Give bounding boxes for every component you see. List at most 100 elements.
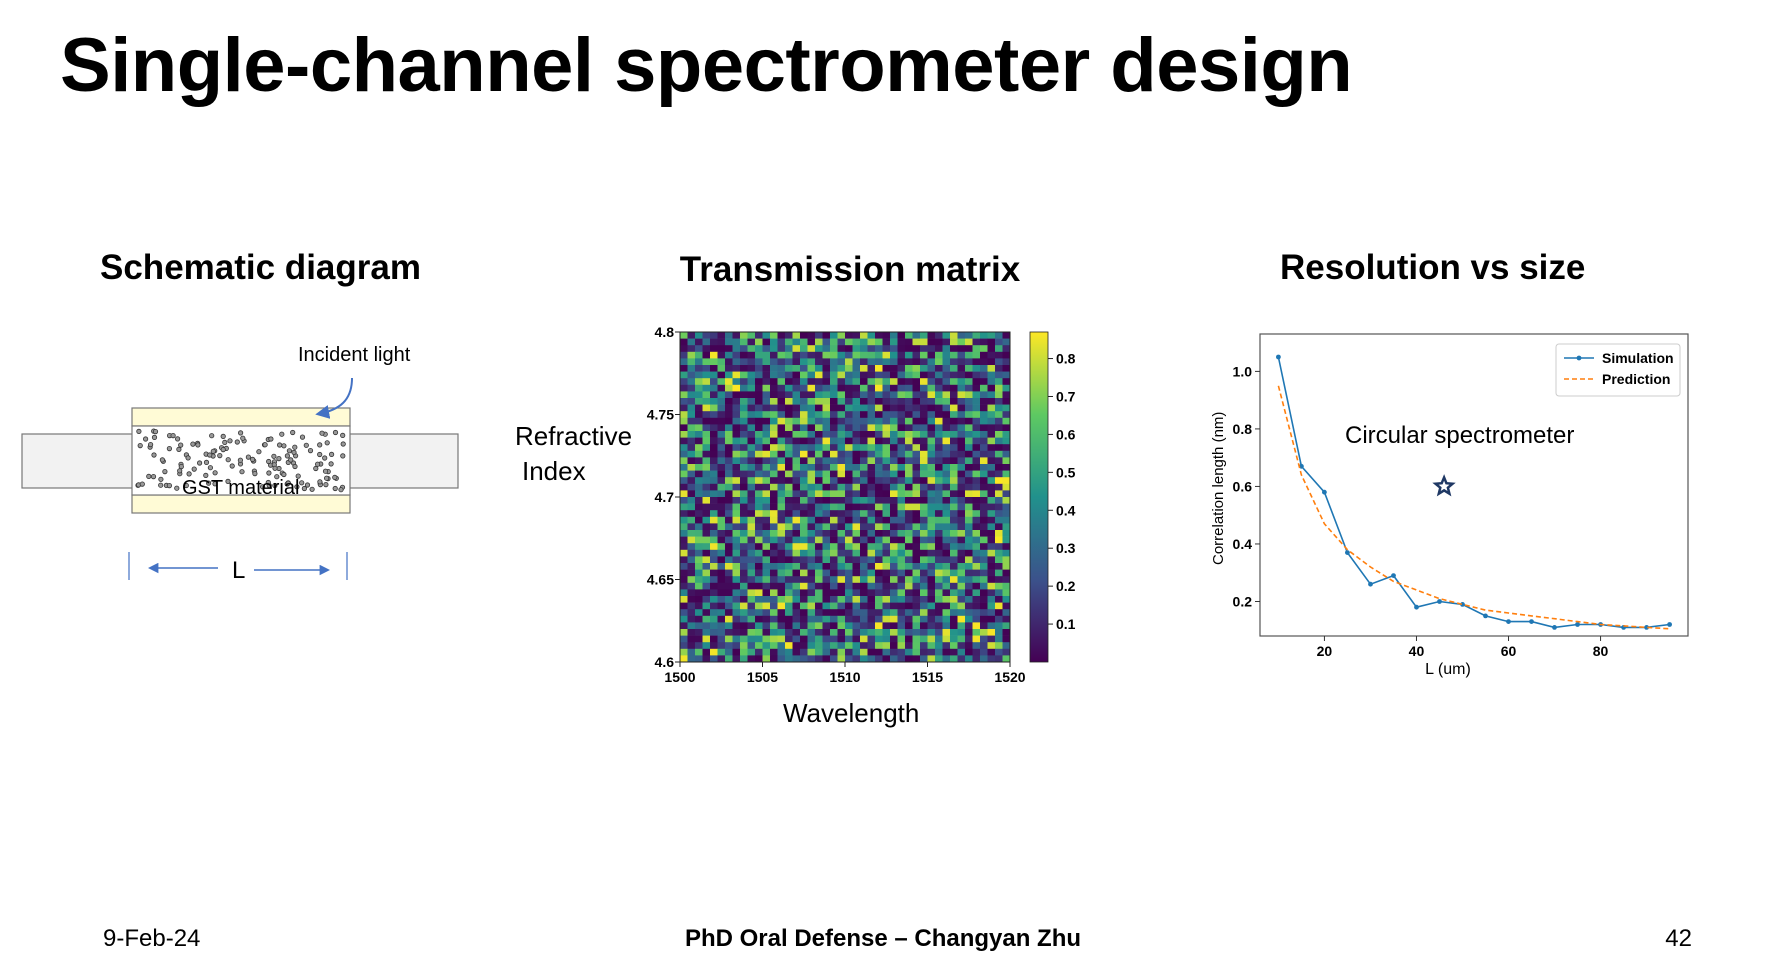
gst-particle [276,442,283,448]
heatmap-cell [830,437,838,445]
heatmap-cell [852,569,861,577]
heatmap-cell [702,582,711,590]
heatmap-cell [710,464,718,471]
heatmap-cell [935,609,943,617]
heatmap-cell [755,450,763,458]
heatmap-cell [785,431,793,438]
heatmap-cell [710,602,718,610]
heatmap-cell [987,404,996,412]
heatmap-cell [972,424,981,432]
heatmap-cell [980,404,988,412]
heatmap-cell [770,444,778,452]
heatmap-cell [950,398,958,405]
heatmap-cell [867,622,876,630]
heatmap-cell [725,648,733,656]
heatmap-cell [860,582,868,590]
heatmap-cell [845,457,853,465]
heatmap-cell [1002,424,1011,432]
heatmap-cell [717,457,726,465]
heatmap-cell [845,464,853,471]
heatmap-cell [950,563,958,570]
gst-particle [143,436,149,442]
gst-particle [177,468,183,474]
heatmap-cell [867,404,876,412]
heatmap-cell [800,345,808,353]
heatmap-cell [830,371,838,379]
footer-date: 9-Feb-24 [103,925,201,952]
heatmap-cell [980,371,988,379]
heatmap-cell [777,549,786,557]
heatmap-cell [852,490,861,498]
heatmap-cell [957,523,966,531]
heatmap-cell [890,490,898,498]
heatmap-cell [987,589,996,597]
heatmap-cell [702,503,711,511]
heatmap-cell [732,589,741,597]
heatmap-cell [822,411,831,419]
heatmap-cell [897,338,906,346]
heatmap-cell [785,536,793,544]
heatmap-cell [927,629,936,636]
heatmap-cell [815,609,823,617]
heatmap-cell [695,503,703,511]
heatmap-cell [755,582,763,590]
heatmap-cell [950,642,958,650]
heatmap-cell [852,530,861,537]
gst-particle [332,485,338,492]
heatmap-cell [950,615,958,623]
heatmap-cell [852,497,861,504]
heatmap-cell [822,536,831,544]
gst-particle [206,480,212,486]
heatmap-cell [935,450,943,458]
heatmap-cell [845,338,853,346]
heatmap-cell [792,365,801,372]
heatmap-cell [837,391,846,399]
heatmap-cell [740,483,748,491]
heatmap-cell [740,569,748,577]
heatmap-cell [852,431,861,438]
heatmap-cell [695,622,703,630]
heatmap-cell [815,596,823,603]
heatmap-cell [762,431,771,438]
heatmap-cell [935,371,943,379]
heatmap-cell [800,589,808,597]
heatmap-cell [852,536,861,544]
heatmap-cell [695,629,703,636]
heatmap-cell [897,582,906,590]
heatmap-cell [800,424,808,432]
heatmap-cell [852,642,861,650]
data-point [1368,581,1373,587]
heatmap-cell [867,450,876,458]
heatmap-cell [732,596,741,603]
heatmap-cell [755,332,763,339]
heatmap-cell [935,497,943,504]
data-point [1391,573,1396,578]
heatmap-cell [800,543,808,551]
heatmap-cell [687,431,696,438]
heatmap-cell [710,648,718,656]
heatmap-cell [740,615,748,623]
heatmap-cell [980,497,988,504]
heatmap-cell [755,378,763,386]
heatmap-cell [905,483,913,491]
heatmap-cell [792,642,801,650]
heatmap-cell [912,332,921,339]
heatmap-cell [725,384,733,392]
heatmap-cell [950,543,958,551]
heatmap-cell [792,437,801,445]
heatmap-cell [837,602,846,610]
heatmap-cell [912,635,921,643]
heatmap-cell [965,431,973,438]
heatmap-cell [702,629,711,636]
heatmap-cell [950,635,958,643]
heatmap-cell [942,635,951,643]
heatmap-cell [725,569,733,577]
heatmap-cell [815,530,823,537]
heatmap-cell [815,642,823,650]
heatmap-cell [822,332,831,339]
heatmap-cell [717,378,726,386]
heatmap-cell [890,404,898,412]
heatmap-cell [972,622,981,630]
heatmap-cell [927,450,936,458]
heatmap-cell [1002,556,1011,564]
